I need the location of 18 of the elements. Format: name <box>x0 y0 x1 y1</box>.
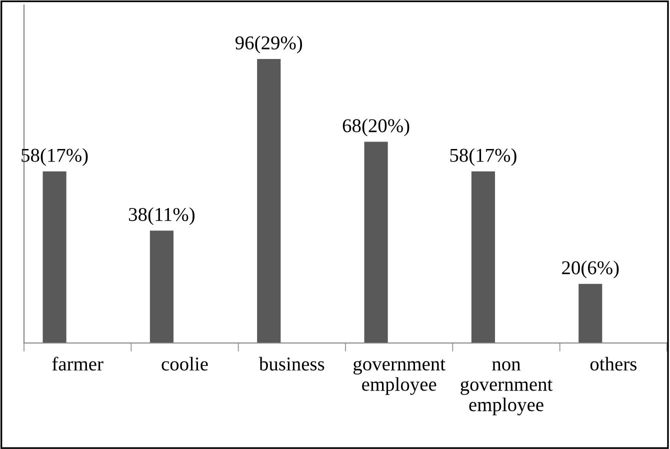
data-label: 96(29%) <box>235 36 302 54</box>
bar <box>42 171 66 343</box>
bar <box>578 284 602 343</box>
x-tick-label: government employee <box>353 359 446 395</box>
x-tick-label: farmer <box>52 356 104 371</box>
data-label: 68(20%) <box>342 118 410 136</box>
bar <box>150 230 174 343</box>
x-tick-label: business <box>258 356 324 371</box>
bar <box>257 58 281 343</box>
x-tick-label: non government employee <box>460 361 553 416</box>
x-tick-label: coolie <box>162 356 208 371</box>
data-label: 38(11%) <box>128 207 195 226</box>
data-label: 58(17%) <box>22 148 88 166</box>
data-label: 20(6%) <box>562 260 619 278</box>
data-label: 58(17%) <box>450 148 516 166</box>
bar <box>471 171 495 343</box>
bar <box>364 142 388 343</box>
x-tick-label: others <box>590 356 636 371</box>
